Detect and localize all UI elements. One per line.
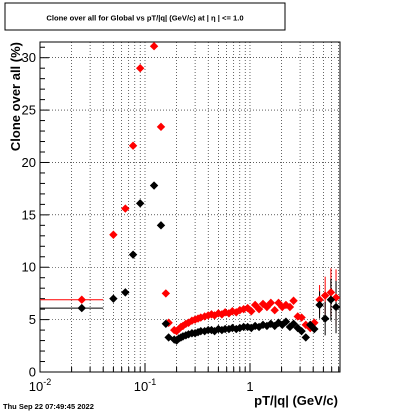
y-tick-label: 15 (22, 207, 36, 222)
data-point (149, 41, 159, 51)
x-tick-label: 1 (246, 379, 253, 394)
data-point (235, 323, 245, 333)
data-point (297, 313, 306, 322)
data-point (228, 307, 237, 316)
data-point (109, 294, 118, 303)
data-point (128, 250, 138, 259)
data-point (297, 326, 306, 336)
data-point (285, 302, 295, 312)
data-point (315, 295, 324, 304)
data-point (121, 204, 130, 213)
timestamp-label: Thu Sep 22 07:49:45 2022 (3, 402, 94, 411)
title-frame (4, 2, 286, 31)
data-point (270, 305, 279, 315)
data-point (161, 319, 171, 329)
data-point (254, 304, 264, 314)
data-point (77, 303, 86, 313)
data-point (156, 122, 166, 132)
y-tick-label: 25 (22, 103, 36, 118)
plot-frame (39, 41, 341, 373)
data-point (228, 323, 237, 333)
y-tick-label: 5 (29, 312, 36, 327)
data-point (326, 288, 336, 297)
data-point (77, 295, 86, 304)
data-point (281, 317, 291, 326)
data-point (266, 298, 276, 308)
y-axis-title: Clone over all (%) (8, 42, 23, 151)
data-point (331, 302, 341, 312)
data-point (326, 295, 336, 304)
data-point (156, 221, 166, 230)
data-point (235, 305, 245, 315)
y-tick-label: 20 (22, 155, 36, 170)
y-tick-label: 10 (22, 260, 36, 275)
data-point (320, 314, 330, 323)
data-point (301, 333, 310, 342)
y-tick-label: 30 (22, 50, 36, 65)
data-point (128, 141, 138, 150)
data-point (135, 63, 145, 73)
data-point (320, 291, 330, 300)
data-point (310, 324, 319, 334)
data-point (247, 307, 256, 316)
data-point (109, 230, 118, 239)
data-point (161, 289, 171, 298)
data-point (289, 296, 298, 305)
x-tick-label: 10-2 (29, 377, 51, 394)
chart-title: Clone over all for Global vs pT/|q| (GeV… (46, 14, 243, 23)
y-tick-label: 0 (29, 365, 36, 380)
data-points (77, 41, 341, 345)
title-box: Clone over all for Global vs pT/|q| (GeV… (4, 2, 286, 31)
x-axis-title: pT/|q| (GeV/c) (254, 393, 338, 408)
data-point (135, 199, 145, 208)
x-tick-label: 10-1 (134, 377, 156, 394)
data-point (149, 181, 159, 190)
data-point (121, 288, 130, 297)
data-point (315, 300, 324, 310)
